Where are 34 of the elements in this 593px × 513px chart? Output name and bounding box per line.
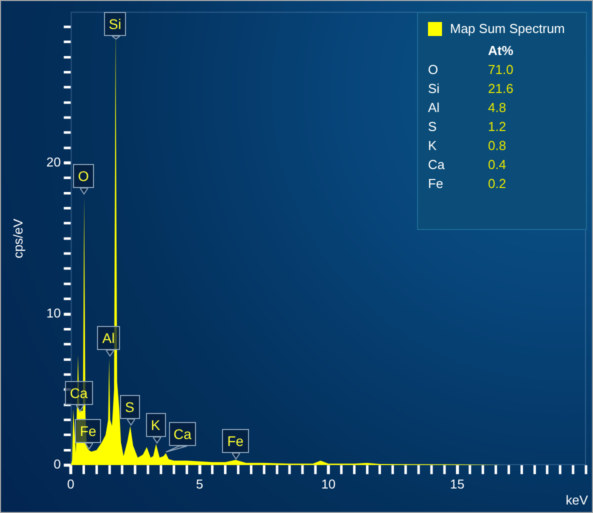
x-tick-label: 15 xyxy=(450,476,464,492)
data-label: 0.8 xyxy=(488,137,508,155)
data-label: 1.2 xyxy=(488,118,508,136)
data-label: 0.2 xyxy=(488,175,508,193)
chart-title: At% xyxy=(488,43,514,58)
annotation: K xyxy=(150,416,160,433)
x-tick-label: 10 xyxy=(321,476,336,492)
annotation: Ca xyxy=(174,426,192,442)
annotation: Ca xyxy=(70,384,88,401)
y-axis-title: cps/eV xyxy=(10,218,26,258)
category-label: S xyxy=(428,118,438,136)
data-label: 0.4 xyxy=(488,156,508,174)
data-label: 71.0 xyxy=(488,61,514,79)
category-label: K xyxy=(428,137,438,155)
annotation: O xyxy=(78,168,89,184)
x-axis-title: keV xyxy=(566,492,588,508)
y-tick-label: 10 xyxy=(46,306,61,321)
annotation: Si xyxy=(108,16,122,32)
y-tick-label: 0 xyxy=(54,456,61,472)
x-tick-label: 0 xyxy=(67,476,74,492)
annotation: Al xyxy=(102,330,115,346)
annotation: Fe xyxy=(227,432,244,449)
category-label: Ca xyxy=(428,156,446,174)
annotation: Fe xyxy=(80,422,96,439)
x-tick-label: 5 xyxy=(196,476,204,492)
data-label: 4.8 xyxy=(488,99,508,117)
category-label: Al xyxy=(428,99,441,117)
category-label: Si xyxy=(428,80,441,98)
category-label: Fe xyxy=(428,175,444,193)
y-tick-label: 20 xyxy=(46,154,61,170)
annotation: S xyxy=(125,398,134,415)
data-label: 21.6 xyxy=(488,80,514,98)
category-label: O xyxy=(428,61,440,79)
legend-label: Map Sum Spectrum xyxy=(450,21,565,36)
